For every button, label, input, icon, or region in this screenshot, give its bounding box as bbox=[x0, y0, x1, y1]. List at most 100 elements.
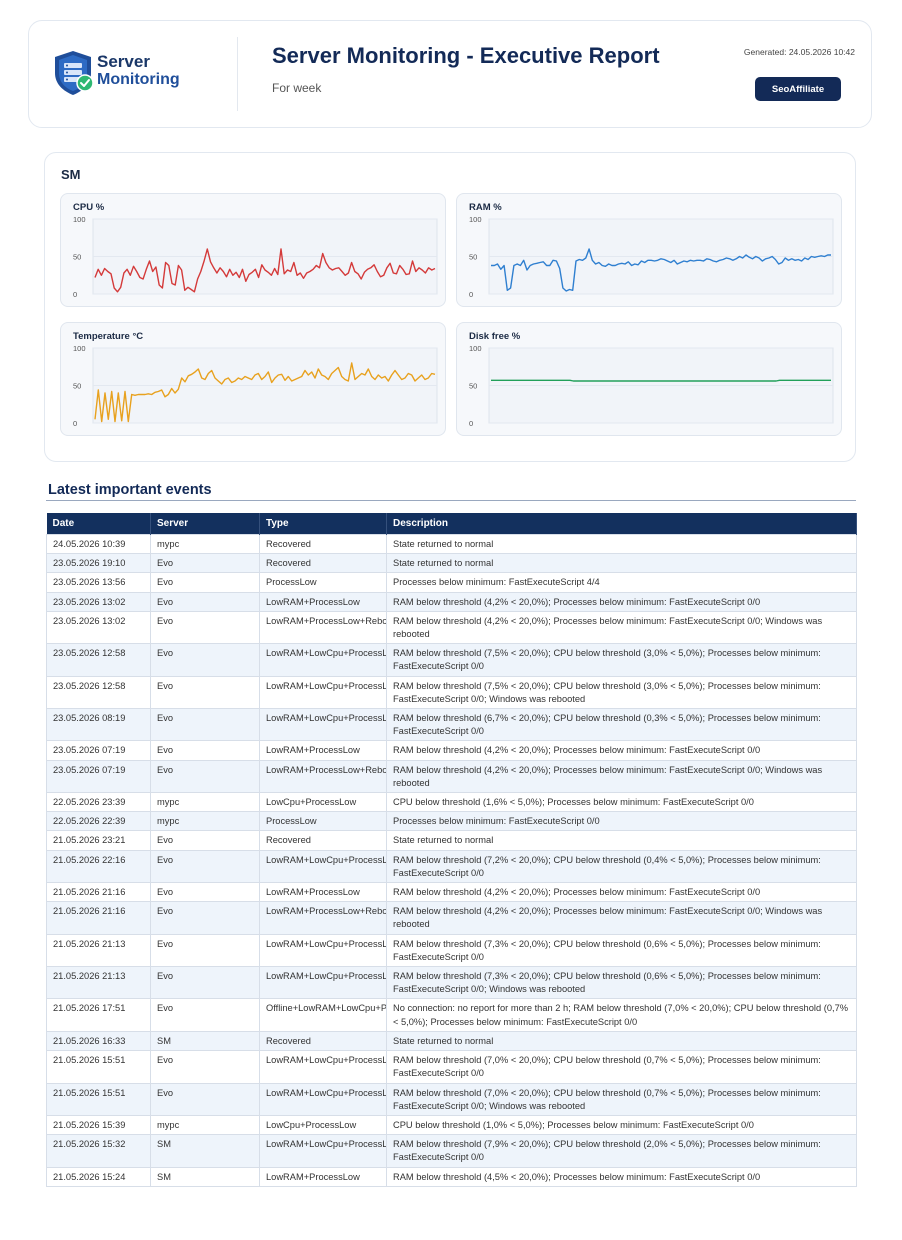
ram-chart: RAM % 0 50 100 bbox=[456, 193, 842, 307]
cell-server: mypc bbox=[150, 811, 260, 832]
cell-type: LowRAM+LowCpu+ProcessLow bbox=[259, 933, 387, 968]
cell-type: LowRAM+LowCpu+ProcessLow+… bbox=[259, 675, 387, 710]
cell-date: 21.05.2026 23:21 bbox=[46, 830, 151, 851]
header-divider bbox=[237, 37, 238, 111]
temperature-chart: Temperature °C 0 50 100 bbox=[60, 322, 446, 436]
cell-date: 21.05.2026 21:13 bbox=[46, 933, 151, 968]
cell-server: Evo bbox=[150, 591, 260, 612]
cell-description: RAM below threshold (4,2% < 20,0%); Proc… bbox=[386, 759, 857, 794]
table-row: 21.05.2026 21:13 Evo LowRAM+LowCpu+Process… bbox=[46, 933, 857, 968]
cell-server: SM bbox=[150, 1166, 260, 1187]
table-row: 23.05.2026 12:58 Evo LowRAM+LowCpu+Process… bbox=[46, 643, 857, 677]
series-line bbox=[491, 379, 831, 382]
y-tick-label: 0 bbox=[73, 419, 77, 428]
events-table: Date Server Type Description 24.05.2026 … bbox=[46, 513, 857, 1187]
app-logo: Server Monitoring bbox=[53, 49, 183, 97]
cell-description: RAM below threshold (7,3% < 20,0%); CPU … bbox=[386, 966, 857, 1000]
cell-description: RAM below threshold (4,2% < 20,0%); Proc… bbox=[386, 882, 857, 903]
series-line bbox=[94, 248, 436, 293]
cell-server: mypc bbox=[150, 533, 260, 555]
cell-description: RAM below threshold (7,0% < 20,0%); CPU … bbox=[386, 1082, 857, 1116]
table-row: 21.05.2026 16:33 SM Recovered State returne… bbox=[46, 1030, 857, 1052]
cell-server: Evo bbox=[150, 740, 260, 761]
column-header-type: Type bbox=[259, 513, 387, 535]
cell-description: RAM below threshold (7,5% < 20,0%); CPU … bbox=[386, 675, 857, 710]
cell-server: Evo bbox=[150, 830, 260, 851]
table-row: 21.05.2026 15:51 Evo LowRAM+LowCpu+Process… bbox=[46, 1082, 857, 1116]
table-row: 22.05.2026 23:39 mypc LowCpu+ProcessLow CPU… bbox=[46, 792, 857, 813]
cell-description: State returned to normal bbox=[386, 553, 857, 574]
cell-description: RAM below threshold (4,2% < 20,0%); Proc… bbox=[386, 610, 857, 645]
cell-type: LowRAM+LowCpu+ProcessLow+… bbox=[259, 966, 387, 1000]
y-tick-label: 50 bbox=[73, 382, 81, 391]
cell-server: Evo bbox=[150, 553, 260, 574]
chart-title: RAM % bbox=[469, 202, 502, 213]
table-row: 23.05.2026 13:02 Evo LowRAM+ProcessLow RAM … bbox=[46, 591, 857, 612]
cell-description: RAM below threshold (4,2% < 20,0%); Proc… bbox=[386, 591, 857, 612]
server-card: SM CPU % 0 50 100 RAM % 0 50 100 Temperature… bbox=[44, 152, 856, 462]
chart-title: Temperature °C bbox=[73, 331, 144, 342]
cell-date: 21.05.2026 21:16 bbox=[46, 901, 151, 935]
y-tick-label: 100 bbox=[73, 344, 86, 353]
cell-type: ProcessLow bbox=[259, 572, 387, 593]
y-tick-label: 0 bbox=[469, 290, 473, 299]
cell-date: 21.05.2026 16:33 bbox=[46, 1030, 151, 1052]
y-tick-label: 0 bbox=[73, 290, 77, 299]
cell-server: Evo bbox=[150, 933, 260, 968]
cell-type: LowRAM+LowCpu+ProcessLow bbox=[259, 1134, 387, 1168]
cell-server: Evo bbox=[150, 708, 260, 742]
column-header-description: Description bbox=[386, 513, 857, 535]
cell-description: RAM below threshold (7,5% < 20,0%); CPU … bbox=[386, 643, 857, 677]
table-row: 21.05.2026 15:51 Evo LowRAM+LowCpu+Process… bbox=[46, 1050, 857, 1084]
cell-type: LowRAM+LowCpu+ProcessLow bbox=[259, 643, 387, 677]
events-table-body: 24.05.2026 10:39 mypc Recovered State retur… bbox=[46, 533, 857, 1187]
table-row: 21.05.2026 21:16 Evo LowRAM+ProcessLow RAM … bbox=[46, 882, 857, 903]
cell-type: LowRAM+ProcessLow bbox=[259, 740, 387, 761]
cpu-chart: CPU % 0 50 100 bbox=[60, 193, 446, 307]
cell-description: State returned to normal bbox=[386, 830, 857, 851]
series-line bbox=[491, 248, 831, 292]
temperature-chart-plot: 0 50 100 bbox=[73, 344, 438, 428]
cell-date: 23.05.2026 13:02 bbox=[46, 591, 151, 612]
shield-server-icon bbox=[55, 51, 94, 95]
y-tick-label: 100 bbox=[469, 215, 482, 224]
cell-type: LowRAM+ProcessLow+Reboot bbox=[259, 901, 387, 935]
cell-date: 23.05.2026 13:02 bbox=[46, 610, 151, 645]
cell-date: 21.05.2026 21:13 bbox=[46, 966, 151, 1000]
table-row: 23.05.2026 07:19 Evo LowRAM+ProcessLow RAM … bbox=[46, 740, 857, 761]
cpu-chart-plot: 0 50 100 bbox=[73, 215, 438, 299]
disk-free-chart: Disk free % 0 50 100 bbox=[456, 322, 842, 436]
column-header-date: Date bbox=[46, 513, 151, 535]
cell-type: LowRAM+ProcessLow bbox=[259, 1166, 387, 1187]
logo-wordmark: Server Monitoring bbox=[97, 53, 180, 89]
cell-type: LowRAM+ProcessLow bbox=[259, 591, 387, 612]
cell-server: Evo bbox=[150, 849, 260, 884]
cell-date: 23.05.2026 07:19 bbox=[46, 740, 151, 761]
cell-description: RAM below threshold (7,2% < 20,0%); CPU … bbox=[386, 849, 857, 884]
cell-date: 21.05.2026 17:51 bbox=[46, 998, 151, 1032]
cell-server: mypc bbox=[150, 792, 260, 813]
cell-server: Evo bbox=[150, 901, 260, 935]
y-tick-label: 50 bbox=[73, 253, 81, 262]
seoaffiliate-button[interactable]: SeoAffiliate bbox=[755, 77, 841, 101]
table-row: 23.05.2026 08:19 Evo LowRAM+LowCpu+Process… bbox=[46, 708, 857, 742]
report-period: For week bbox=[272, 81, 322, 95]
cell-date: 21.05.2026 21:16 bbox=[46, 882, 151, 903]
cell-server: Evo bbox=[150, 882, 260, 903]
chart-title: CPU % bbox=[73, 202, 105, 213]
column-header-server: Server bbox=[150, 513, 260, 535]
y-tick-label: 100 bbox=[469, 344, 482, 353]
events-divider bbox=[46, 500, 856, 501]
y-tick-label: 100 bbox=[73, 215, 86, 224]
table-row: 21.05.2026 15:39 mypc LowCpu+ProcessLow CPU… bbox=[46, 1114, 857, 1136]
cell-server: Evo bbox=[150, 966, 260, 1000]
cell-description: CPU below threshold (1,6% < 5,0%); Proce… bbox=[386, 792, 857, 813]
cell-description: Processes below minimum: FastExecuteScri… bbox=[386, 811, 857, 832]
table-row: 23.05.2026 07:19 Evo LowRAM+ProcessLow+Reb… bbox=[46, 759, 857, 794]
cell-server: Evo bbox=[150, 1050, 260, 1084]
cell-server: SM bbox=[150, 1030, 260, 1052]
y-tick-label: 50 bbox=[469, 253, 477, 262]
cell-server: Evo bbox=[150, 643, 260, 677]
cell-date: 21.05.2026 15:51 bbox=[46, 1050, 151, 1084]
cell-server: Evo bbox=[150, 1082, 260, 1116]
